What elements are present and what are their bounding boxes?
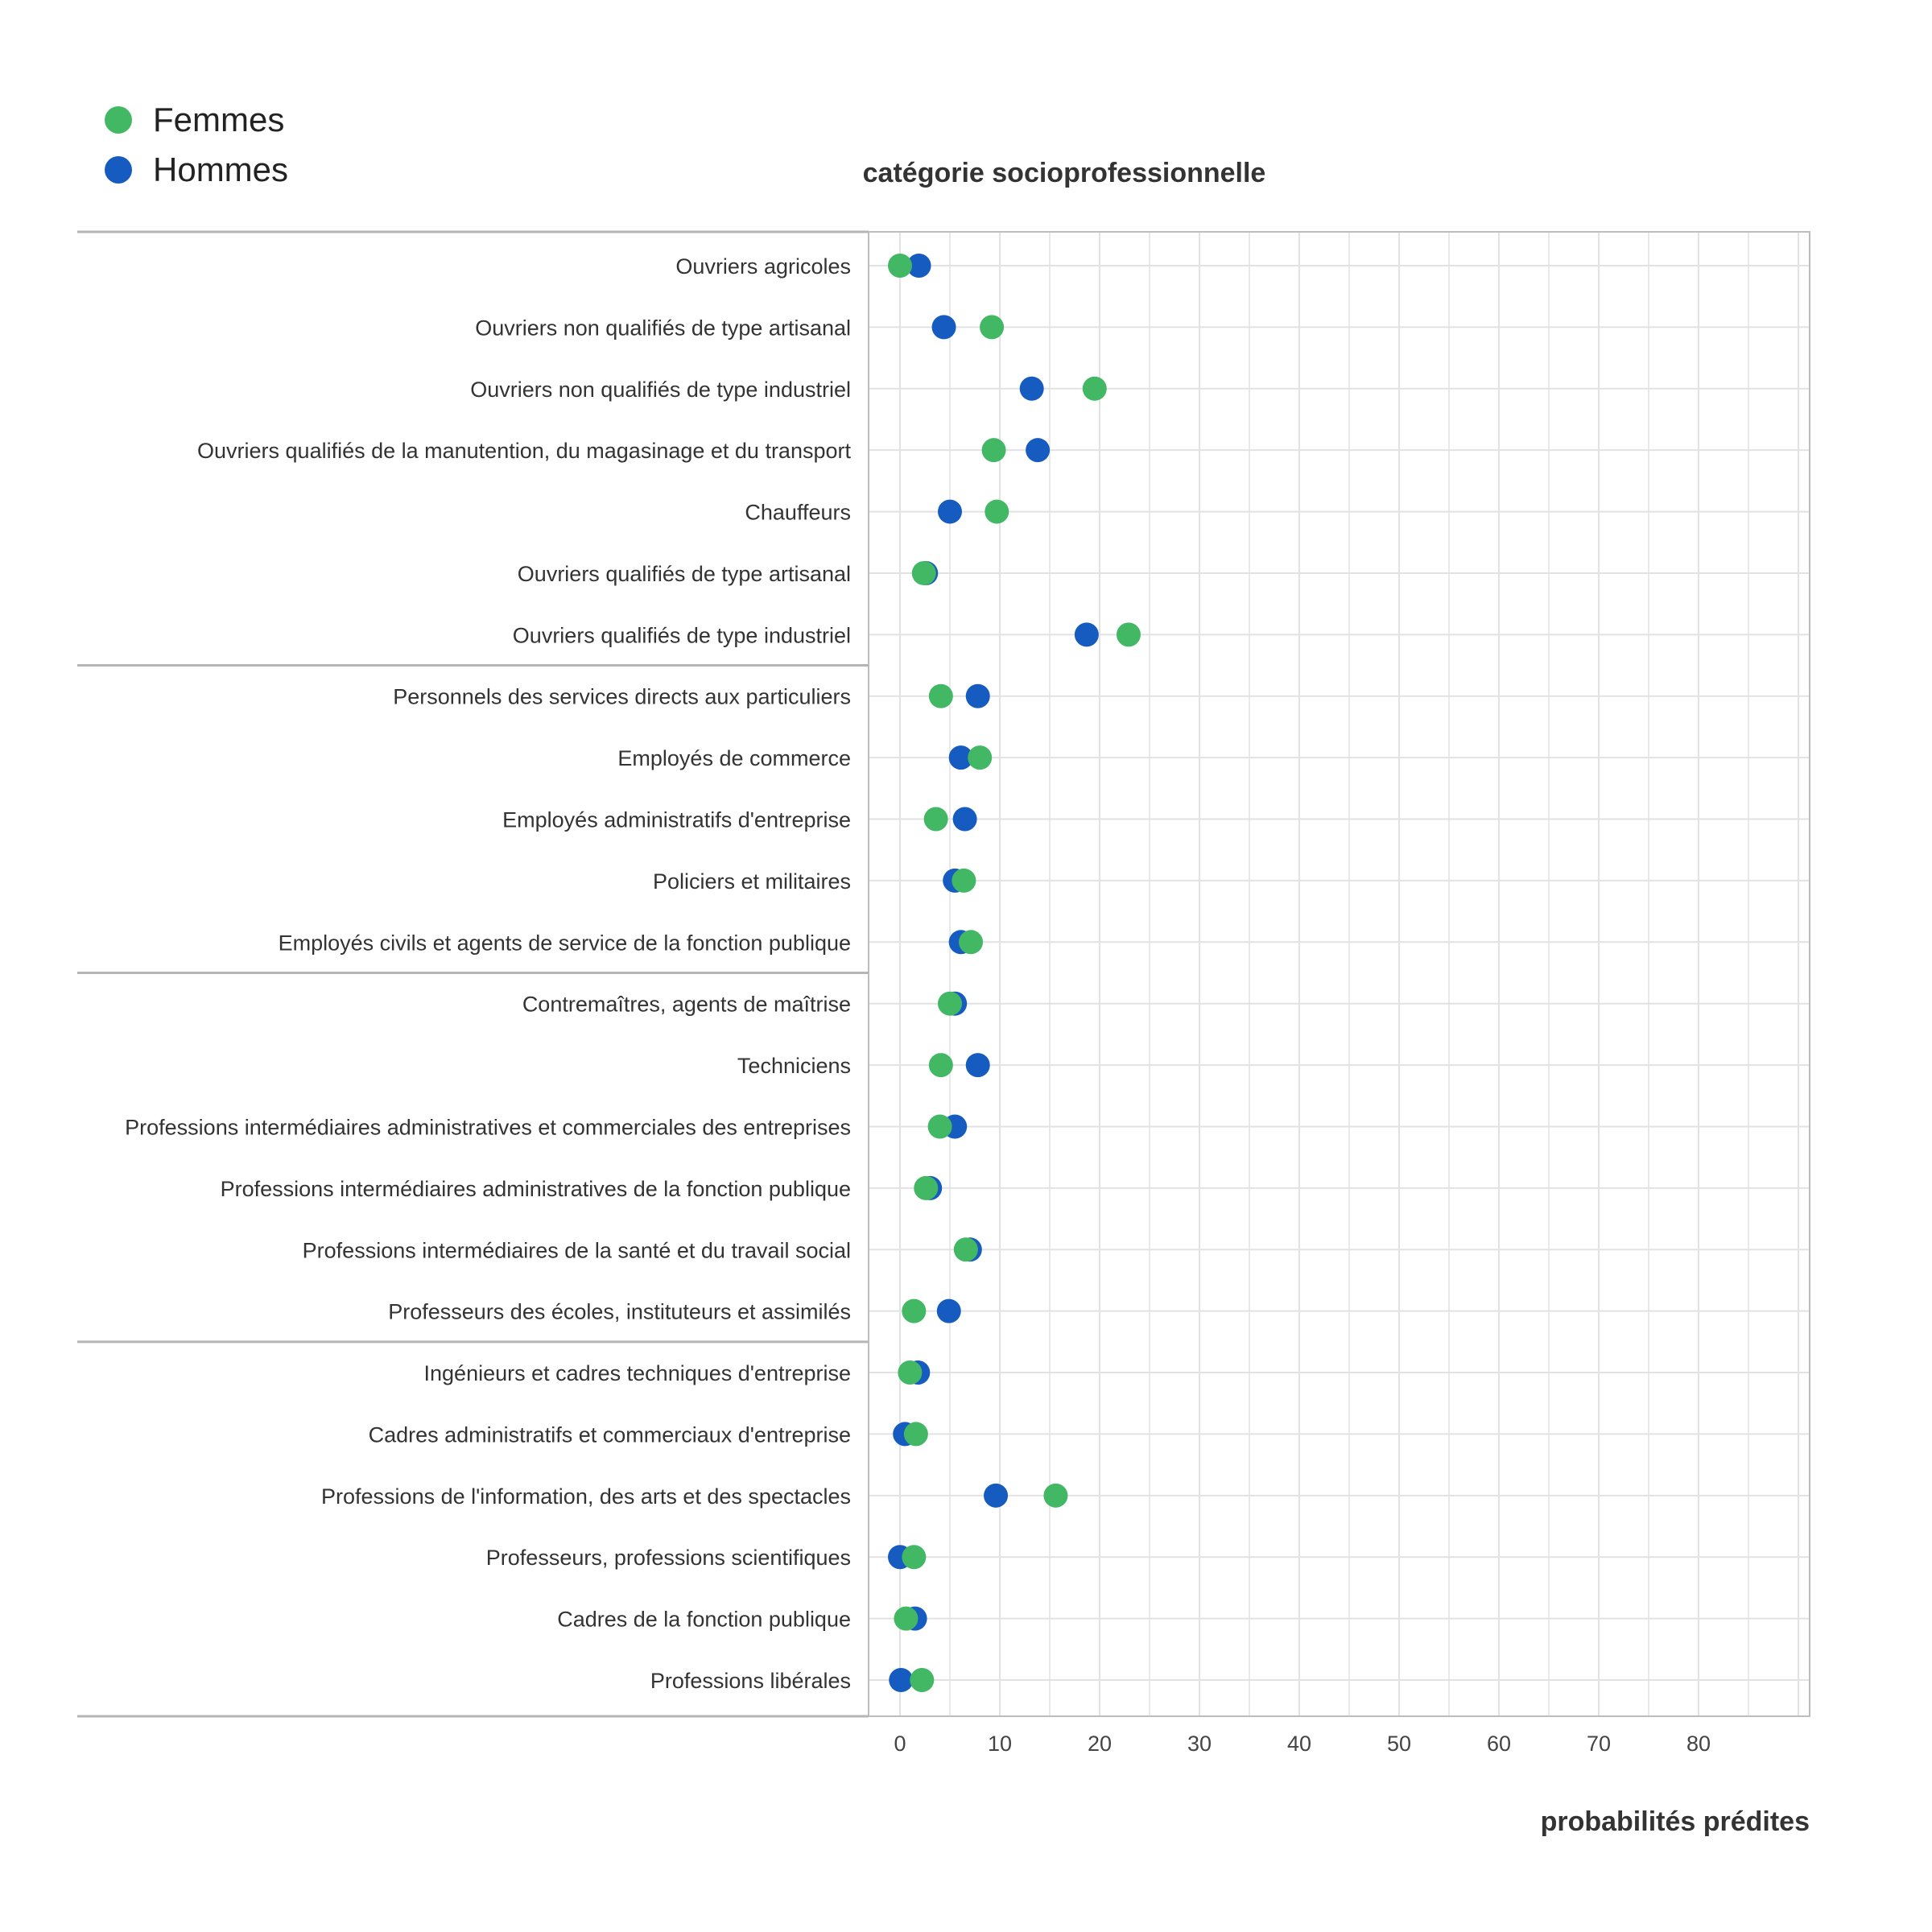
category-labels: Ouvriers agricoles Ouvriers non qualifiés… [125,254,851,1693]
legend-label-femmes: Femmes [153,101,284,138]
x-tick-label: 20 [1088,1732,1112,1756]
category-label: Ouvriers qualifiés de type artisanal [518,562,851,586]
point-hommes [936,1298,961,1323]
point-femmes [952,868,976,893]
x-tick-label: 70 [1587,1732,1611,1756]
category-label: Professeurs des écoles, instituteurs et … [388,1300,851,1324]
point-femmes [910,1668,935,1692]
point-femmes [928,683,953,708]
legend-label-hommes: Hommes [153,151,288,188]
category-label: Ouvriers agricoles [675,254,851,279]
point-femmes [953,1237,978,1262]
point-femmes [1082,376,1107,401]
point-femmes [894,1606,919,1631]
point-femmes [903,1422,928,1447]
point-hommes [984,1483,1009,1508]
x-tick-label: 0 [894,1732,906,1756]
category-label: Ingénieurs et cadres techniques d'entrep… [424,1361,851,1385]
point-hommes [938,499,962,524]
x-tick-label: 60 [1487,1732,1511,1756]
point-femmes [902,1298,927,1323]
point-hommes [948,745,973,770]
point-femmes [938,991,962,1016]
category-label: Professeurs, professions scientifiques [486,1546,851,1570]
x-axis-title: probabilités prédites [1541,1806,1810,1837]
point-femmes [968,745,993,770]
point-femmes [902,1545,927,1570]
category-label: Cadres administratifs et commerciaux d'e… [369,1422,851,1447]
point-femmes [1116,622,1141,647]
category-label: Personnels des services directs aux part… [393,685,851,709]
x-tick-label: 40 [1287,1732,1311,1756]
point-femmes [898,1360,923,1385]
point-hommes [1026,438,1051,463]
category-label: Employés administratifs d'entreprise [502,808,851,832]
legend-marker-hommes [105,156,132,184]
x-tick-label: 10 [988,1732,1012,1756]
x-tick-label: 50 [1387,1732,1411,1756]
point-hommes [965,1053,990,1078]
point-hommes [906,254,931,278]
point-hommes [1074,622,1099,647]
point-femmes [911,560,936,585]
y-axis-title: catégorie socioprofessionnelle [863,158,1266,188]
legend-marker-femmes [105,106,132,134]
point-femmes [980,315,1005,340]
category-label: Ouvriers non qualifiés de type industrie… [470,378,851,402]
category-label: Contremaîtres, agents de maîtrise [522,993,851,1017]
category-label: Employés de commerce [617,746,851,770]
x-tick-label: 30 [1187,1732,1212,1756]
category-label: Employés civils et agents de service de … [279,931,851,955]
x-tick-labels: 0 10 20 30 40 50 60 70 80 [894,1732,1711,1756]
plot-border [868,231,1810,1717]
point-femmes [985,499,1009,524]
point-femmes [923,807,948,832]
category-label: Ouvriers non qualifiés de type artisanal [475,316,851,340]
category-label: Policiers et militaires [653,869,851,894]
category-label: Ouvriers qualifiés de type industriel [513,623,851,647]
legend: Femmes Hommes [105,101,288,188]
point-femmes [888,254,912,278]
category-label: Techniciens [737,1054,851,1078]
category-label: Professions intermédiaires de la santé e… [303,1238,851,1262]
plot-frame [77,230,1810,1718]
category-label: Cadres de la fonction publique [557,1608,851,1632]
point-hommes [965,683,990,708]
point-femmes [914,1175,939,1200]
data-points [888,254,1141,1692]
point-femmes [981,438,1006,463]
category-label: Professions intermédiaires administrativ… [221,1177,851,1201]
point-hommes [1019,376,1044,401]
point-femmes [959,930,984,955]
point-hommes [952,807,977,832]
category-label: Ouvriers qualifiés de la manutention, du… [197,439,851,463]
x-tick-label: 80 [1686,1732,1711,1756]
point-femmes [1043,1483,1068,1508]
point-hommes [931,315,956,340]
grid [869,232,1810,1716]
category-label: Professions intermédiaires administrativ… [125,1115,851,1139]
point-femmes [927,1114,952,1139]
point-femmes [928,1053,953,1078]
point-hommes [889,1668,914,1692]
category-label: Professions libérales [650,1669,851,1693]
category-label: Professions de l'information, des arts e… [321,1484,851,1509]
category-label: Chauffeurs [745,501,851,525]
